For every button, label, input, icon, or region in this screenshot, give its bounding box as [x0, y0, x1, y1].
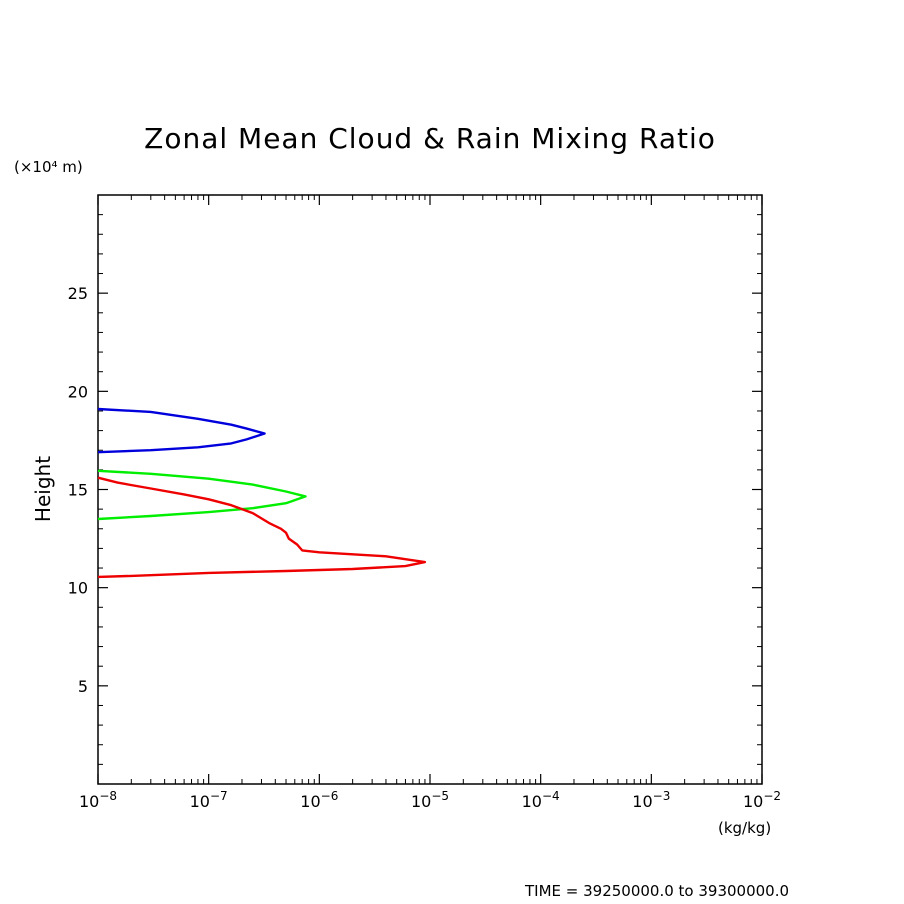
x-tick-label: 10−8: [79, 789, 117, 811]
series-line-3: [97, 476, 427, 579]
y-tick-label: 5: [78, 677, 88, 696]
x-tick-label: 10−2: [743, 789, 781, 811]
y-axis-unit: (×10⁴ m): [14, 158, 83, 176]
x-tick-label: 10−4: [522, 789, 560, 811]
x-tick-labels: 10−8 10−7 10−6 10−5 10−4 10−3 10−2: [79, 789, 781, 811]
x-axis-unit: (kg/kg): [718, 819, 771, 837]
x-tick-label: 10−7: [190, 789, 228, 811]
data-series: [97, 407, 427, 579]
y-tick-labels: 5 10 15 20 25: [68, 284, 88, 696]
y-tick-label: 25: [68, 284, 88, 303]
chart-title: Zonal Mean Cloud & Rain Mixing Ratio: [144, 122, 716, 155]
series-line-2: [97, 469, 307, 521]
y-tick-label: 15: [68, 481, 88, 500]
x-tick-label: 10−5: [411, 789, 449, 811]
y-tick-label: 20: [68, 382, 88, 401]
axis-ticks: [97, 195, 763, 784]
series-line-1: [97, 407, 266, 454]
y-axis-label: Height: [31, 456, 55, 522]
y-tick-label: 10: [68, 579, 88, 598]
x-tick-label: 10−3: [632, 789, 670, 811]
time-range: TIME = 39250000.0 to 39300000.0: [524, 882, 789, 900]
plot-frame: [97, 194, 763, 785]
x-tick-label: 10−6: [300, 789, 338, 811]
